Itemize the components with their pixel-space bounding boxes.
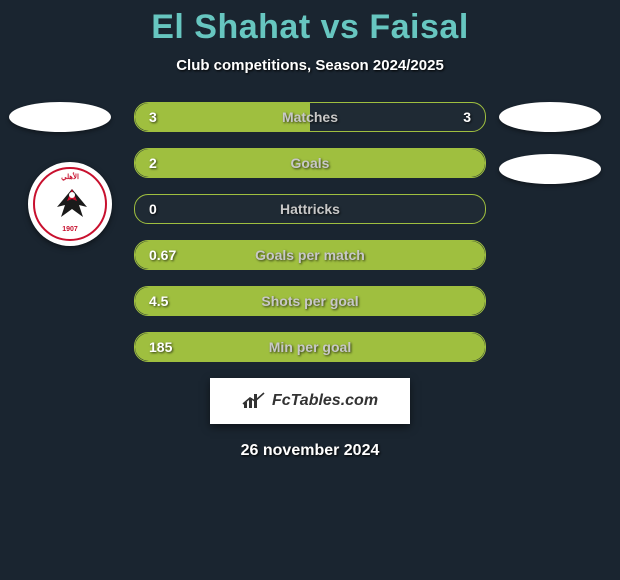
stat-label: Goals per match [255, 247, 365, 263]
player-left-avatar-placeholder [9, 102, 111, 132]
page-title: El Shahat vs Faisal [0, 0, 620, 47]
attribution-text: FcTables.com [242, 392, 378, 410]
stat-label: Min per goal [269, 339, 351, 355]
stat-right-value: 3 [437, 109, 471, 125]
stat-label: Matches [282, 109, 338, 125]
stat-row: 2 Goals [134, 148, 486, 178]
attribution-label: FcTables.com [272, 392, 378, 410]
stat-row: 185 Min per goal [134, 332, 486, 362]
attribution-badge: FcTables.com [210, 378, 410, 424]
stat-left-value: 0.67 [149, 247, 183, 263]
player-right-club-placeholder [499, 154, 601, 184]
comparison-content: الأهلي 1907 3 Matches 3 2 Goals 0 Hattricks 0.6… [0, 102, 620, 460]
club-logo-inner: الأهلي 1907 [33, 167, 107, 241]
stat-label: Goals [291, 155, 330, 171]
date-label: 26 november 2024 [0, 442, 620, 460]
stat-left-value: 185 [149, 339, 183, 355]
stat-bars: 3 Matches 3 2 Goals 0 Hattricks 0.67 Goals per m… [134, 102, 486, 362]
player-right-avatar-placeholder [499, 102, 601, 132]
stat-label: Hattricks [280, 201, 340, 217]
club-top-text: الأهلي [35, 173, 105, 181]
eagle-icon [49, 187, 95, 223]
player-left-club-logo: الأهلي 1907 [28, 162, 112, 246]
stat-row: 3 Matches 3 [134, 102, 486, 132]
stat-label: Shots per goal [261, 293, 358, 309]
subtitle: Club competitions, Season 2024/2025 [0, 57, 620, 74]
stat-left-value: 3 [149, 109, 183, 125]
stat-left-value: 2 [149, 155, 183, 171]
stat-row: 0.67 Goals per match [134, 240, 486, 270]
stat-left-value: 4.5 [149, 293, 183, 309]
chart-icon [242, 392, 266, 410]
stat-left-value: 0 [149, 201, 183, 217]
stat-row: 0 Hattricks [134, 194, 486, 224]
club-year-text: 1907 [35, 226, 105, 233]
stat-row: 4.5 Shots per goal [134, 286, 486, 316]
